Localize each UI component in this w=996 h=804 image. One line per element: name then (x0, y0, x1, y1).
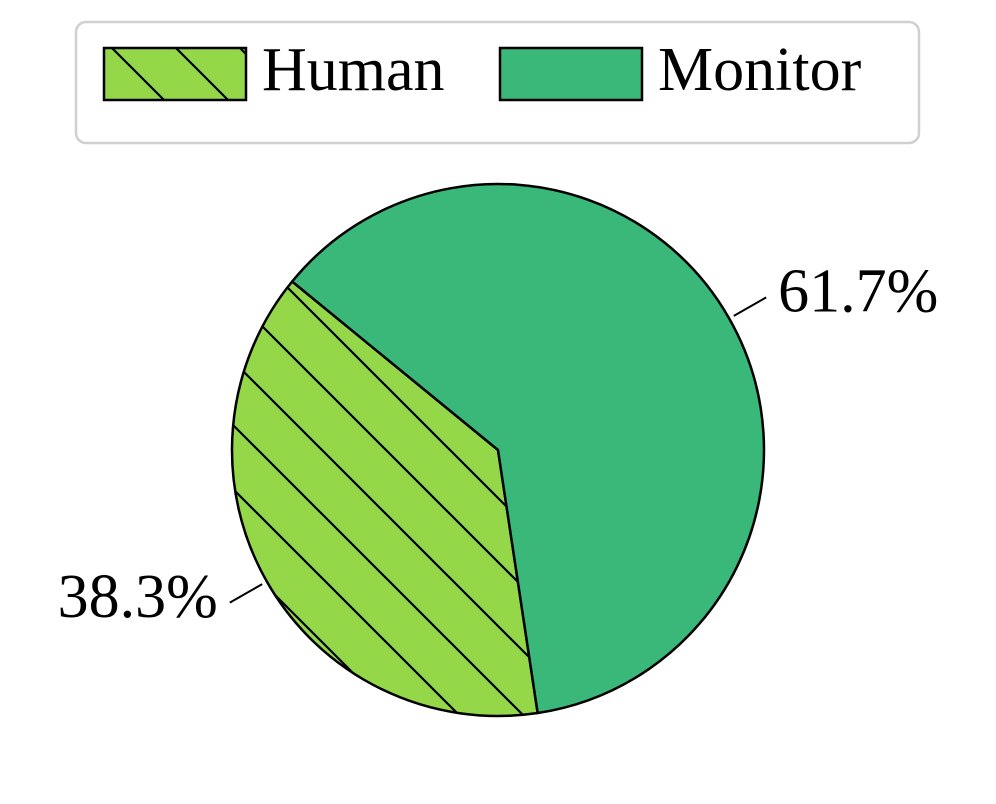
pie-slice (292, 184, 765, 714)
legend-label: Human (262, 36, 445, 104)
value-label: 61.7% (778, 258, 938, 326)
pie-slice-outline (290, 182, 766, 715)
pie-slice-outline (230, 280, 539, 718)
leader-line (229, 583, 263, 604)
legend-swatch (500, 48, 642, 100)
pie-slice-hatch (231, 281, 538, 717)
leader-line (733, 296, 767, 317)
legend-box (74, 20, 921, 145)
legend-swatch-outline (498, 46, 644, 102)
legend-swatch-outline (102, 46, 248, 102)
value-label: 38.3% (58, 563, 218, 631)
legend-label: Monitor (658, 36, 862, 104)
legend-swatch-hatch (104, 48, 246, 100)
